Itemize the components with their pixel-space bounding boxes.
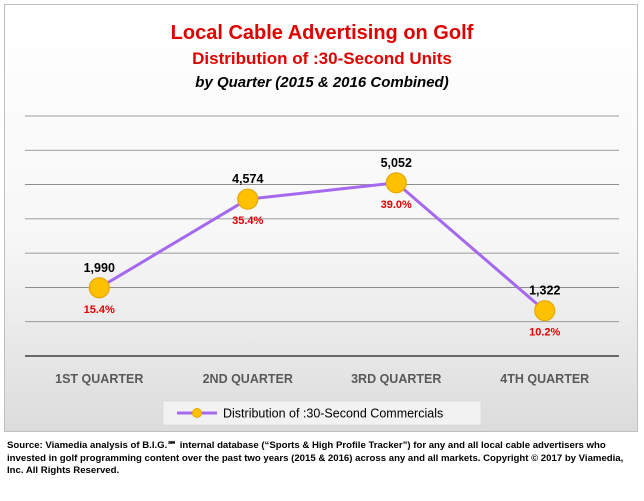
data-percent-label: 15.4% [84,304,115,316]
data-point [88,277,110,299]
x-tick-label: 3RD QUARTER [351,372,441,386]
data-percent-label: 10.2% [529,327,560,339]
data-point [385,172,407,194]
data-value-label: 1,990 [84,261,115,275]
legend: Distribution of :30-Second Commercials [162,400,482,426]
legend-marker-swatch [192,408,202,418]
legend-label: Distribution of :30-Second Commercials [223,407,443,421]
data-value-label: 4,574 [232,172,263,186]
series-layer: 1,990 15.4% 4,574 35.4% 5,052 39.0% 1,322 10.2% [84,156,561,339]
gridlines [25,115,619,357]
data-value-label: 1,322 [529,284,560,298]
source-note: Source: Viamedia analysis of B.I.G.℠ int… [7,440,624,476]
data-percent-label: 35.4% [232,215,263,227]
line-chart: Local Cable Advertising on Golf Distribu… [25,22,619,426]
x-axis-labels: 1ST QUARTER 2ND QUARTER 3RD QUARTER 4TH QUA… [55,372,589,386]
data-point [237,188,259,210]
series-line [98,181,546,312]
chart-title: Local Cable Advertising on Golf [171,22,474,44]
data-percent-label: 39.0% [381,199,412,211]
x-tick-label: 4TH QUARTER [500,372,589,386]
chart-subtitle: Distribution of :30-Second Units [192,49,452,68]
data-point [534,300,556,322]
chart-subtitle-period: by Quarter (2015 & 2016 Combined) [195,74,448,91]
x-tick-label: 2ND QUARTER [203,372,293,386]
data-value-label: 5,052 [381,156,412,170]
x-tick-label: 1ST QUARTER [55,372,143,386]
chart-panel: Local Cable Advertising on Golf Distribu… [4,4,638,432]
